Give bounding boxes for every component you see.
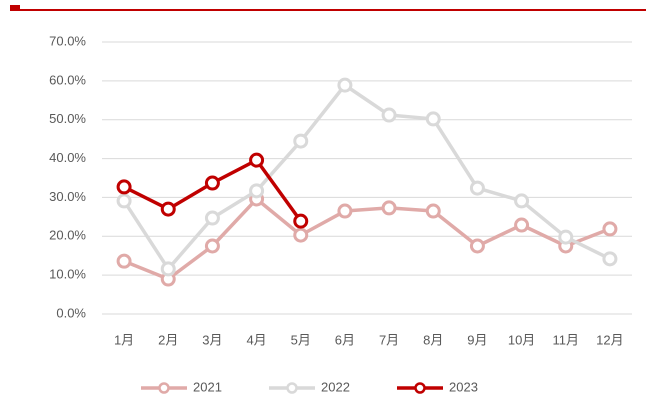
header-accent bbox=[10, 5, 20, 11]
point-marker bbox=[602, 221, 618, 237]
point-marker bbox=[381, 200, 397, 216]
series-line bbox=[123, 197, 611, 281]
y-tick-label: 10.0% bbox=[49, 267, 86, 282]
point-marker bbox=[249, 183, 265, 199]
point-marker bbox=[293, 213, 309, 229]
point-marker bbox=[160, 261, 176, 277]
point-marker bbox=[602, 251, 618, 267]
legend-marker bbox=[414, 382, 426, 394]
point-marker bbox=[337, 203, 353, 219]
x-tick-label: 10月 bbox=[508, 332, 535, 347]
point-marker bbox=[514, 217, 530, 233]
x-tick-label: 4月 bbox=[246, 332, 266, 347]
x-tick-label: 5月 bbox=[291, 332, 311, 347]
y-tick-label: 60.0% bbox=[49, 72, 86, 87]
point-marker bbox=[293, 133, 309, 149]
point-marker bbox=[425, 203, 441, 219]
point-marker bbox=[293, 227, 309, 243]
point-marker bbox=[337, 77, 353, 93]
x-tick-label: 11月 bbox=[553, 332, 580, 347]
point-marker bbox=[381, 107, 397, 123]
point-marker bbox=[204, 238, 220, 254]
point-marker bbox=[116, 253, 132, 269]
point-marker bbox=[249, 152, 265, 168]
point-marker bbox=[558, 229, 574, 245]
point-marker bbox=[204, 210, 220, 226]
series-line bbox=[122, 83, 611, 271]
point-marker bbox=[116, 193, 132, 209]
point-marker bbox=[469, 180, 485, 196]
point-marker bbox=[425, 111, 441, 127]
point-marker bbox=[204, 175, 220, 191]
y-tick-label: 40.0% bbox=[49, 150, 86, 165]
x-tick-label: 3月 bbox=[202, 332, 222, 347]
point-marker bbox=[160, 201, 176, 217]
y-tick-label: 30.0% bbox=[49, 189, 86, 204]
point-marker bbox=[116, 179, 132, 195]
x-tick-label: 12月 bbox=[596, 332, 623, 347]
x-tick-label: 7月 bbox=[379, 332, 399, 347]
header-rule bbox=[10, 9, 646, 11]
x-tick-label: 1月 bbox=[114, 332, 134, 347]
y-tick-label: 70.0% bbox=[49, 33, 86, 48]
x-tick-label: 9月 bbox=[467, 332, 487, 347]
x-tick-label: 6月 bbox=[335, 332, 355, 347]
y-tick-label: 50.0% bbox=[49, 111, 86, 126]
legend-label: 2021 bbox=[193, 379, 222, 394]
y-tick-label: 0.0% bbox=[56, 305, 86, 320]
legend-marker bbox=[286, 382, 298, 394]
y-tick-label: 20.0% bbox=[49, 228, 86, 243]
x-tick-label: 8月 bbox=[423, 332, 443, 347]
x-tick-label: 2月 bbox=[158, 332, 178, 347]
legend-label: 2023 bbox=[449, 379, 478, 394]
legend-label: 2022 bbox=[321, 379, 350, 394]
point-marker bbox=[469, 238, 485, 254]
legend-marker bbox=[158, 382, 170, 394]
point-marker bbox=[514, 193, 530, 209]
